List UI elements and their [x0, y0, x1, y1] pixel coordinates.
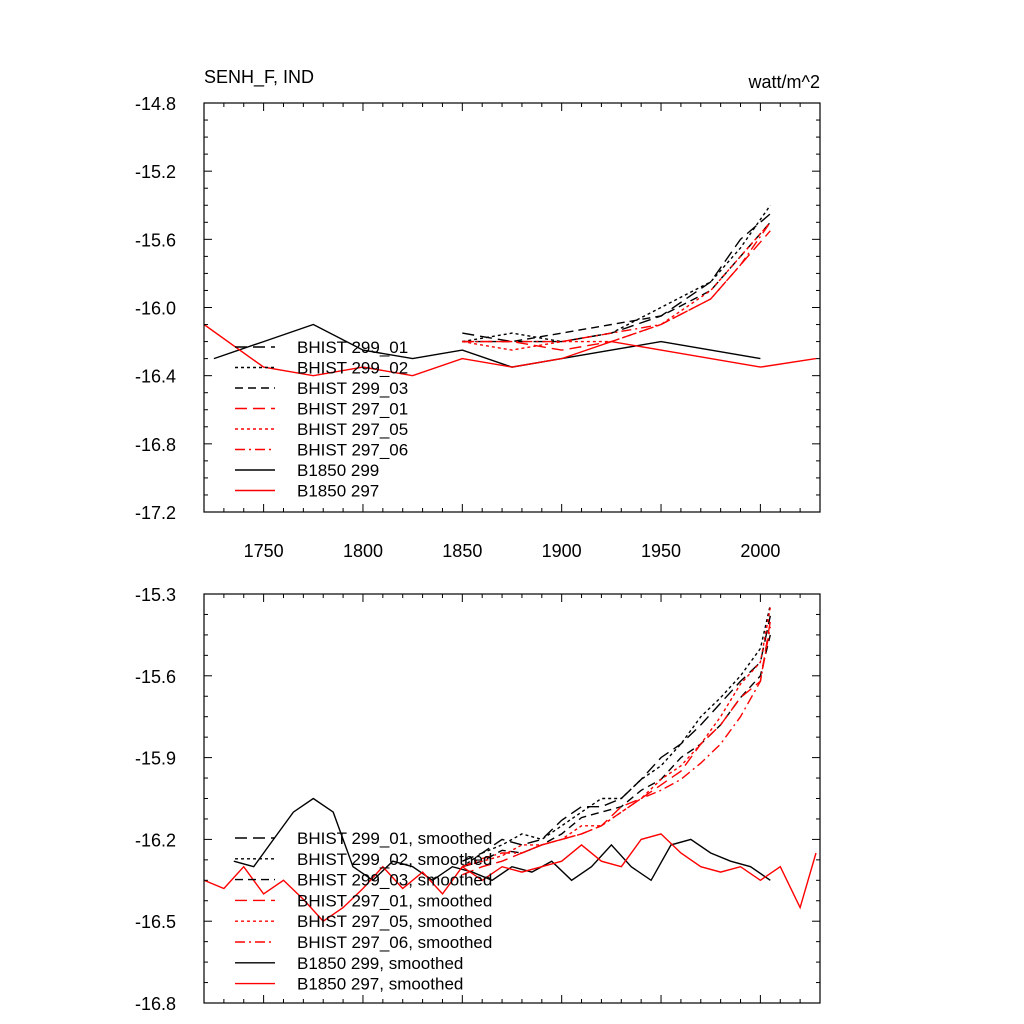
series-line-5: [462, 221, 771, 351]
y-tick-label: -15.3: [135, 585, 176, 605]
x-tick-label: 1800: [343, 541, 383, 561]
y-tick-label: -16.8: [135, 435, 176, 455]
y-tick-label: -16.8: [135, 994, 176, 1014]
series-line-4: [462, 621, 771, 876]
series-line-1: [462, 615, 771, 862]
y-tick-label: -16.0: [135, 299, 176, 319]
series-group: [204, 204, 817, 377]
series-line-7: [233, 797, 771, 882]
y-tick-label: -16.4: [135, 367, 176, 387]
x-tick-label: 1750: [244, 541, 284, 561]
legend-label: BHIST 297_05, smoothed: [297, 912, 492, 931]
legend-label: BHIST 299_02: [297, 359, 408, 378]
legend-label: BHIST 297_01, smoothed: [297, 891, 492, 910]
series-line-1: [462, 213, 771, 343]
units-label: watt/m^2: [748, 72, 820, 92]
legend-label: B1850 299: [297, 461, 379, 480]
series-line-2: [462, 204, 771, 343]
x-tick-label: 1850: [442, 541, 482, 561]
legend-label: BHIST 297_06, smoothed: [297, 933, 492, 952]
y-tick-label: -16.5: [135, 912, 176, 932]
series-line-5: [462, 607, 771, 868]
legend-label: B1850 297: [297, 482, 379, 501]
legend-label: BHIST 299_01: [297, 338, 408, 357]
y-tick-label: -16.2: [135, 830, 176, 850]
top-panel: SENH_F, IND watt/m^2 -14.8 -15.2 -15.6 -16.…: [135, 67, 821, 561]
series-line-7: [213, 323, 761, 368]
y-tick-label: -15.9: [135, 749, 176, 769]
series-line-4: [462, 230, 771, 351]
legend-label: BHIST 297_01: [297, 400, 408, 419]
x-tick-label: 2000: [740, 541, 780, 561]
series-line-3: [462, 221, 771, 343]
series-line-3: [462, 634, 771, 868]
y-tick-label: -15.6: [135, 230, 176, 250]
series-line-8: [204, 833, 817, 923]
legend-label: BHIST 299_01, smoothed: [297, 829, 492, 848]
y-tick-label: -15.6: [135, 667, 176, 687]
x-tick-label: 1900: [542, 541, 582, 561]
series-line-2: [461, 604, 771, 868]
x-tick-label: 1950: [641, 541, 681, 561]
legend-label: B1850 299, smoothed: [297, 954, 463, 973]
legend: BHIST 299_01, smoothed BHIST 299_02, smoo…: [235, 829, 492, 994]
series-line-6: [462, 221, 771, 343]
chart-title: SENH_F, IND: [204, 67, 314, 88]
y-tick-label: -15.2: [135, 162, 176, 182]
y-tick-label: -17.2: [135, 503, 176, 523]
series-line-8: [204, 323, 817, 377]
legend-label: BHIST 297_05: [297, 420, 408, 439]
bottom-panel: -15.3 -15.6 -15.9 -16.2 -16.5 -16.8 BHIST 299_…: [135, 585, 821, 1014]
y-tick-label: -14.8: [135, 94, 176, 114]
legend-label: BHIST 297_06: [297, 441, 408, 460]
legend-label: BHIST 299_03: [297, 379, 408, 398]
legend-label: BHIST 299_03, smoothed: [297, 871, 492, 890]
legend-label: B1850 297, smoothed: [297, 975, 463, 994]
legend-label: BHIST 299_02, smoothed: [297, 850, 492, 869]
series-line-6: [462, 626, 771, 868]
series-group: [204, 604, 817, 923]
